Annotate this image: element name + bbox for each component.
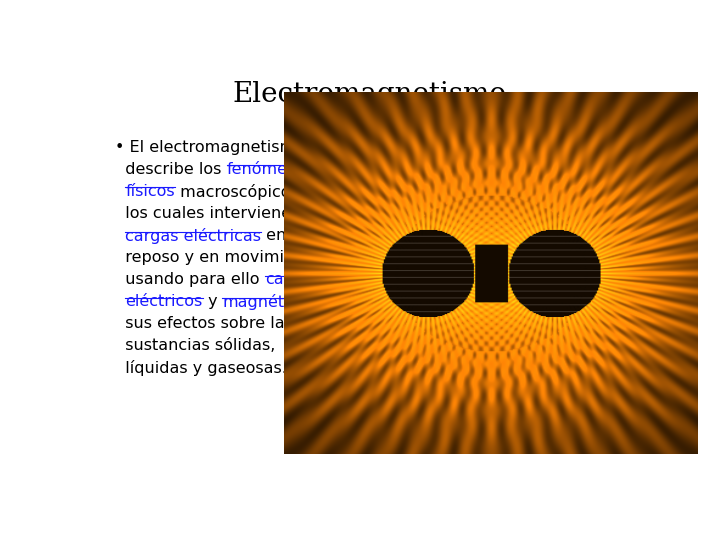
Text: campos: campos [265, 272, 327, 287]
Text: • El electromagnetismo: • El electromagnetismo [115, 140, 305, 154]
Text: magnéticos: magnéticos [222, 294, 316, 310]
Text: y: y [202, 294, 222, 309]
Text: sus efectos sobre las: sus efectos sobre las [115, 316, 293, 331]
Text: cargas eléctricas: cargas eléctricas [125, 228, 261, 244]
Text: usando para ello: usando para ello [115, 272, 265, 287]
Text: en: en [261, 228, 287, 243]
Text: describe los: describe los [115, 161, 227, 177]
Text: sustancias sólidas,: sustancias sólidas, [115, 338, 276, 353]
Text: los cuales intervienen: los cuales intervienen [115, 206, 302, 221]
Text: macroscópicos en: macroscópicos en [175, 184, 324, 200]
Text: líquidas y gaseosas.: líquidas y gaseosas. [115, 360, 287, 376]
Text: físicos: físicos [125, 184, 175, 199]
Text: y: y [316, 294, 330, 309]
Text: eléctricos: eléctricos [125, 294, 202, 309]
Text: fenómenos: fenómenos [227, 161, 316, 177]
Text: reposo y en movimiento,: reposo y en movimiento, [115, 250, 325, 265]
Text: Electromagnetismo: Electromagnetismo [232, 82, 506, 109]
